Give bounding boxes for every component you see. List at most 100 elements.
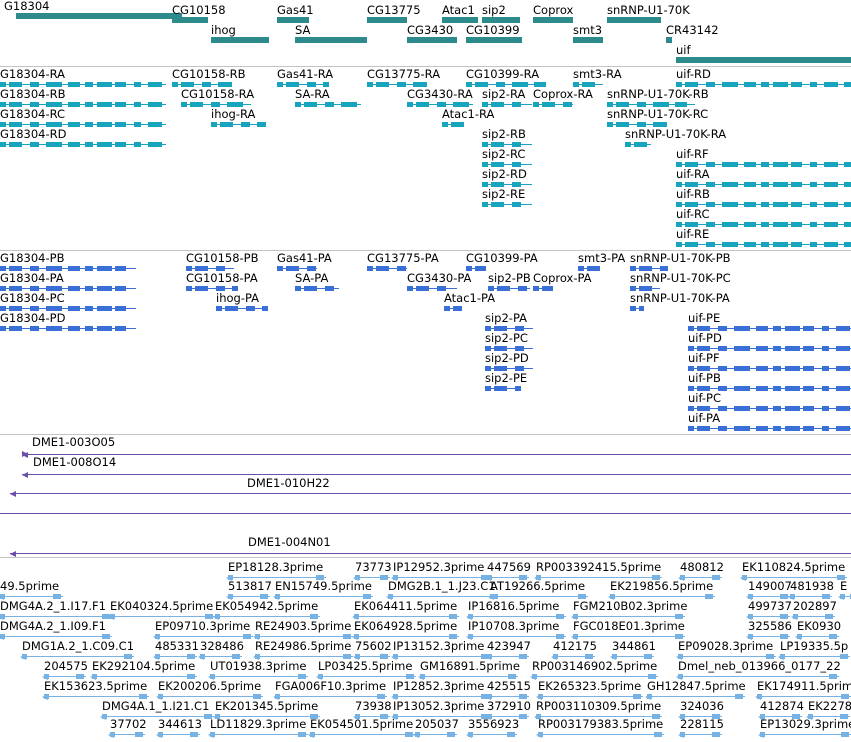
exon-block[interactable]: [785, 326, 800, 331]
est-glyph[interactable]: [508, 674, 516, 679]
exon-block[interactable]: [718, 346, 727, 351]
est-glyph[interactable]: [310, 614, 318, 619]
exon-block[interactable]: [773, 386, 781, 391]
exon-block[interactable]: [115, 286, 126, 291]
est-glyph[interactable]: [243, 634, 251, 639]
exon-block[interactable]: [68, 122, 80, 127]
exon-block[interactable]: [482, 162, 488, 167]
exon-block[interactable]: [773, 426, 781, 431]
exon-block[interactable]: [341, 102, 357, 107]
exon-block[interactable]: [534, 82, 546, 87]
exon-block[interactable]: [533, 286, 539, 291]
exon-block[interactable]: [756, 346, 768, 351]
exon-block[interactable]: [85, 82, 93, 87]
exon-block[interactable]: [9, 306, 22, 311]
exon-block[interactable]: [587, 266, 600, 271]
gene-glyph[interactable]: [211, 37, 269, 43]
exon-block[interactable]: [616, 122, 629, 127]
exon-block[interactable]: [791, 82, 802, 87]
exon-block[interactable]: [676, 162, 682, 167]
est-glyph[interactable]: [102, 634, 110, 639]
exon-block[interactable]: [115, 142, 126, 147]
gene-glyph[interactable]: [482, 17, 520, 23]
exon-block[interactable]: [307, 266, 316, 271]
exon-block[interactable]: [791, 162, 802, 167]
exon-block[interactable]: [676, 222, 682, 227]
exon-block[interactable]: [791, 202, 802, 207]
est-glyph[interactable]: [449, 614, 457, 619]
exon-block[interactable]: [718, 326, 727, 331]
est-glyph[interactable]: [585, 654, 593, 659]
est-glyph[interactable]: [519, 714, 527, 719]
exon-block[interactable]: [791, 242, 802, 247]
exon-block[interactable]: [304, 286, 317, 291]
exon-block[interactable]: [376, 266, 389, 271]
exon-block[interactable]: [515, 326, 524, 331]
exon-block[interactable]: [211, 102, 220, 107]
exon-block[interactable]: [706, 162, 715, 167]
exon-block[interactable]: [397, 82, 406, 87]
exon-block[interactable]: [97, 266, 112, 271]
exon-block[interactable]: [0, 102, 6, 107]
exon-block[interactable]: [822, 386, 829, 391]
est-glyph[interactable]: [298, 674, 306, 679]
est-glyph[interactable]: [652, 575, 660, 580]
exon-block[interactable]: [172, 82, 178, 87]
exon-block[interactable]: [68, 326, 80, 331]
exon-block[interactable]: [773, 326, 781, 331]
est-glyph[interactable]: [76, 674, 84, 679]
exon-block[interactable]: [773, 202, 788, 207]
exon-block[interactable]: [475, 82, 488, 87]
exon-block[interactable]: [734, 366, 750, 371]
exon-block[interactable]: [722, 242, 738, 247]
exon-block[interactable]: [734, 406, 750, 411]
exon-block[interactable]: [744, 222, 756, 227]
exon-block[interactable]: [134, 82, 141, 87]
est-glyph[interactable]: [712, 714, 720, 719]
exon-block[interactable]: [485, 326, 491, 331]
exon-block[interactable]: [148, 122, 162, 127]
exon-block[interactable]: [637, 102, 646, 107]
exon-block[interactable]: [475, 266, 486, 271]
exon-block[interactable]: [773, 366, 781, 371]
est-glyph[interactable]: [829, 674, 837, 679]
exon-block[interactable]: [488, 286, 494, 291]
exon-block[interactable]: [761, 162, 769, 167]
exon-block[interactable]: [437, 286, 446, 291]
exon-block[interactable]: [97, 306, 112, 311]
exon-block[interactable]: [706, 242, 715, 247]
exon-block[interactable]: [685, 242, 698, 247]
est-glyph[interactable]: [822, 594, 830, 599]
exon-block[interactable]: [660, 266, 668, 271]
est-glyph[interactable]: [190, 732, 198, 737]
est-glyph[interactable]: [652, 714, 660, 719]
exon-block[interactable]: [639, 266, 652, 271]
exon-block[interactable]: [413, 82, 427, 87]
exon-block[interactable]: [512, 202, 521, 207]
exon-block[interactable]: [630, 286, 636, 291]
exon-block[interactable]: [744, 182, 756, 187]
gene-glyph[interactable]: [676, 57, 851, 63]
est-glyph[interactable]: [406, 674, 414, 679]
exon-block[interactable]: [515, 366, 524, 371]
exon-block[interactable]: [836, 426, 850, 431]
exon-block[interactable]: [262, 306, 268, 311]
exon-block[interactable]: [115, 82, 126, 87]
exon-block[interactable]: [115, 122, 126, 127]
exon-block[interactable]: [836, 326, 850, 331]
exon-block[interactable]: [494, 366, 507, 371]
exon-block[interactable]: [803, 426, 814, 431]
exon-block[interactable]: [822, 426, 829, 431]
exon-block[interactable]: [9, 142, 22, 147]
exon-block[interactable]: [190, 102, 203, 107]
exon-block[interactable]: [30, 122, 39, 127]
exon-block[interactable]: [824, 182, 838, 187]
exon-block[interactable]: [216, 306, 222, 311]
exon-block[interactable]: [491, 162, 504, 167]
exon-block[interactable]: [304, 102, 317, 107]
exon-block[interactable]: [9, 286, 22, 291]
exon-block[interactable]: [295, 286, 301, 291]
exon-block[interactable]: [761, 222, 769, 227]
est-glyph[interactable]: [654, 732, 662, 737]
exon-block[interactable]: [466, 266, 472, 271]
